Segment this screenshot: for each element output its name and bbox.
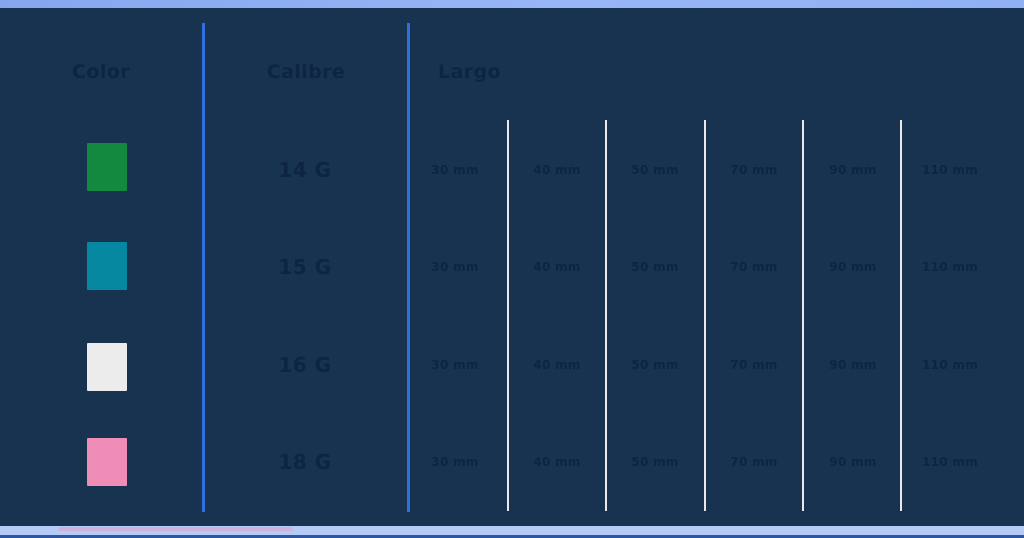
page-bottom-edge <box>0 535 1024 538</box>
largo-value: 30 mm <box>431 455 479 469</box>
largo-value: 50 mm <box>631 358 679 372</box>
largo-divider <box>802 120 804 511</box>
largo-value: 70 mm <box>730 163 778 177</box>
column-divider-blue <box>407 23 410 512</box>
calibre-value: 16 G <box>278 353 332 377</box>
color-swatch-white <box>87 343 127 391</box>
largo-value: 90 mm <box>829 455 877 469</box>
header-largo: Largo <box>438 61 501 83</box>
largo-value: 50 mm <box>631 455 679 469</box>
largo-value: 90 mm <box>829 358 877 372</box>
largo-value: 110 mm <box>921 163 979 177</box>
color-swatch-pink <box>87 438 127 486</box>
largo-value: 50 mm <box>631 163 679 177</box>
largo-value: 30 mm <box>431 358 479 372</box>
calibre-value: 18 G <box>278 450 332 474</box>
color-swatch-green <box>87 143 127 191</box>
largo-value: 110 mm <box>921 455 979 469</box>
calibre-value: 15 G <box>278 255 332 279</box>
calibre-value: 14 G <box>278 158 332 182</box>
largo-value: 40 mm <box>533 163 581 177</box>
color-swatch-teal <box>87 242 127 290</box>
largo-value: 40 mm <box>533 358 581 372</box>
page-bottom-bar <box>0 526 1024 535</box>
largo-divider <box>507 120 509 511</box>
largo-value: 90 mm <box>829 163 877 177</box>
largo-value: 110 mm <box>921 358 979 372</box>
largo-value: 70 mm <box>730 358 778 372</box>
header-color: Color <box>72 61 130 83</box>
largo-divider <box>704 120 706 511</box>
largo-value: 70 mm <box>730 455 778 469</box>
header-calibre: Calibre <box>266 61 346 83</box>
largo-value: 90 mm <box>829 260 877 274</box>
largo-value: 30 mm <box>431 260 479 274</box>
column-divider-blue <box>202 23 205 512</box>
largo-value: 110 mm <box>921 260 979 274</box>
largo-value: 70 mm <box>730 260 778 274</box>
largo-value: 50 mm <box>631 260 679 274</box>
page-top-bar <box>0 0 1024 8</box>
largo-value: 30 mm <box>431 163 479 177</box>
largo-value: 40 mm <box>533 260 581 274</box>
largo-value: 40 mm <box>533 455 581 469</box>
pink-swatch-sliver <box>58 527 293 531</box>
largo-divider <box>605 120 607 511</box>
largo-divider <box>900 120 902 511</box>
